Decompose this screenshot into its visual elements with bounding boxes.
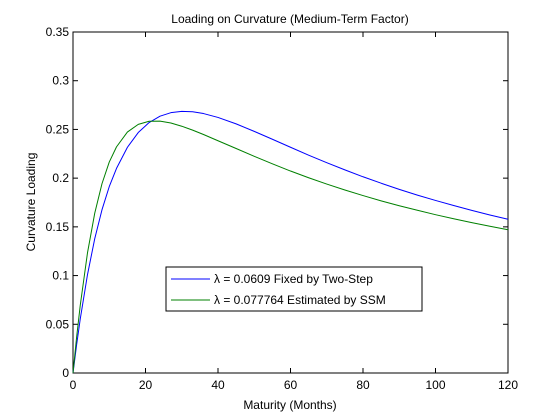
chart-title: Loading on Curvature (Medium-Term Factor… <box>171 12 408 26</box>
y-tick-label: 0.25 <box>46 122 70 136</box>
y-tick-label: 0.1 <box>52 269 69 283</box>
y-tick-label: 0.2 <box>52 171 69 185</box>
y-tick-label: 0.15 <box>46 220 70 234</box>
y-tick-label: 0 <box>62 366 69 380</box>
legend-label-ssm: λ = 0.077764 Estimated by SSM <box>214 293 386 307</box>
x-tick-label: 20 <box>139 378 153 392</box>
x-tick-label: 60 <box>284 378 298 392</box>
y-tick-label: 0.05 <box>46 317 70 331</box>
y-tick-label: 0.35 <box>46 25 70 39</box>
x-tick-label: 0 <box>70 378 77 392</box>
x-tick-label: 40 <box>211 378 225 392</box>
y-tick-label: 0.3 <box>52 74 69 88</box>
x-tick-label: 120 <box>498 378 518 392</box>
x-tick-label: 100 <box>425 378 445 392</box>
legend-label-two-step: λ = 0.0609 Fixed by Two-Step <box>214 272 373 286</box>
x-axis-label: Maturity (Months) <box>243 398 336 412</box>
x-tick-label: 80 <box>356 378 370 392</box>
y-axis-label: Curvature Loading <box>24 153 38 252</box>
legend: λ = 0.0609 Fixed by Two-Step λ = 0.07776… <box>166 267 422 311</box>
